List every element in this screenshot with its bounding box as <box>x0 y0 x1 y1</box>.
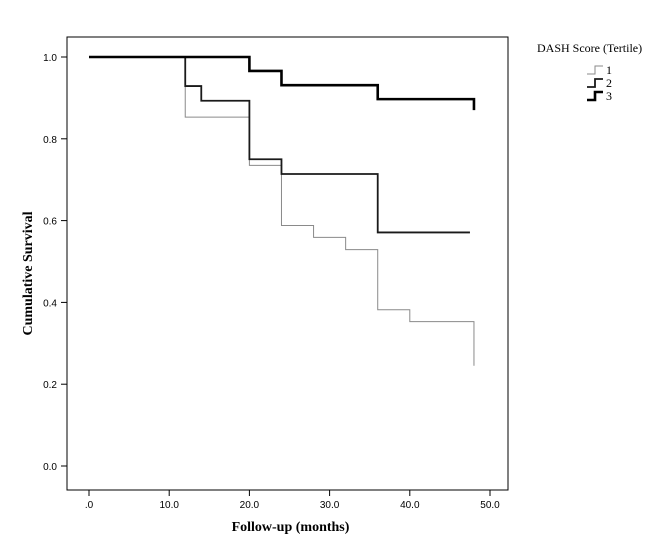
y-axis-label: Cumulative Survival <box>21 211 36 335</box>
y-tick-label: 1.0 <box>43 53 57 64</box>
x-tick-label: 40.0 <box>400 500 420 511</box>
legend-label-1: 1 <box>606 63 612 77</box>
legend-swatch-2 <box>587 78 603 88</box>
y-tick-label: 0.8 <box>43 135 57 146</box>
y-tick-label: 0.2 <box>43 380 57 391</box>
legend-label-3: 3 <box>606 89 612 103</box>
series-line-2 <box>89 56 470 234</box>
legend-items: 123 <box>587 63 612 103</box>
x-tick-label: 30.0 <box>320 500 340 511</box>
legend-swatch-3 <box>587 90 603 102</box>
x-tick-label: 20.0 <box>240 500 260 511</box>
series-line-3 <box>89 55 476 111</box>
series-line-1 <box>89 56 475 366</box>
series-layer <box>89 55 476 366</box>
legend-title: DASH Score (Tertile) <box>537 41 642 55</box>
x-tick-label: 50.0 <box>480 500 500 511</box>
y-tick-label: 0.6 <box>43 217 57 228</box>
x-tick-label: .0 <box>85 500 94 511</box>
axes: 0.0 0.2 0.4 0.6 0.8 1.0 .0 10.0 20.0 30.0 40.0 50.0 <box>43 36 509 511</box>
y-tick-label: 0.0 <box>43 462 57 473</box>
legend: DASH Score (Tertile) 123 <box>537 41 642 103</box>
x-tick-label: 10.0 <box>159 500 179 511</box>
plot-frame <box>66 36 509 491</box>
y-tick-label: 0.4 <box>43 298 57 309</box>
legend-swatch-1 <box>587 65 603 75</box>
legend-label-2: 2 <box>606 76 612 90</box>
x-axis-label: Follow-up (months) <box>232 520 350 535</box>
